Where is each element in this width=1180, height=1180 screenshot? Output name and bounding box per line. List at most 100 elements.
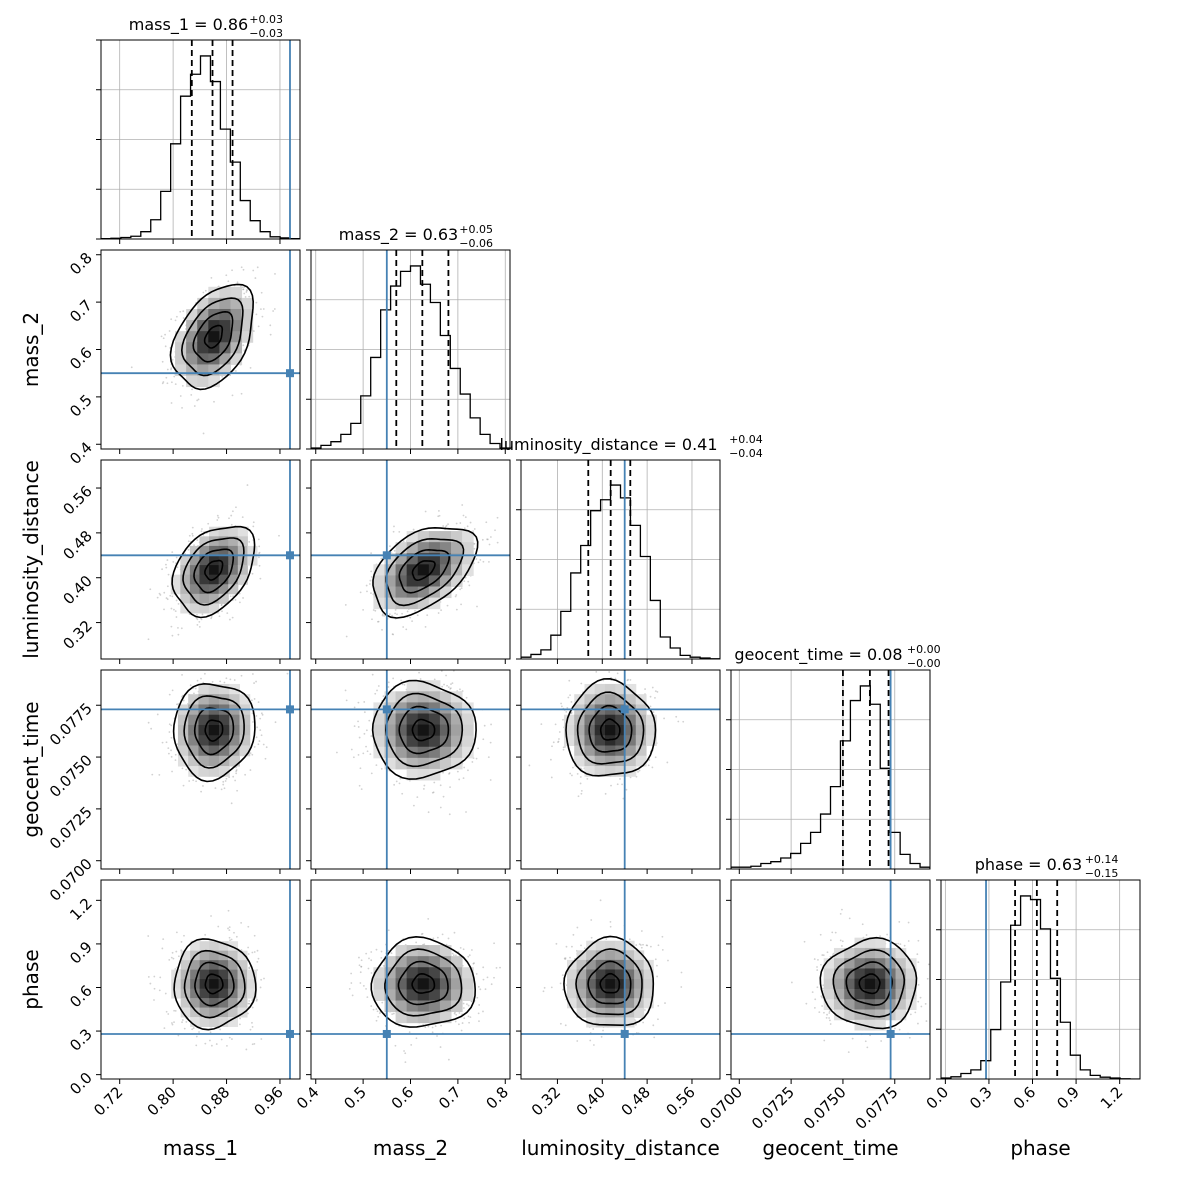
density-cell	[462, 724, 474, 737]
sample-point	[260, 1038, 263, 1040]
sample-point	[187, 540, 190, 543]
title-luminosity_distance: luminosity_distance = 0.41	[499, 435, 717, 455]
sample-point	[437, 612, 440, 614]
sample-point	[606, 664, 608, 666]
density-cell	[373, 724, 385, 737]
sample-point	[586, 777, 589, 780]
density-cell	[417, 531, 430, 543]
sample-point	[198, 620, 201, 623]
sample-point	[257, 325, 260, 328]
sample-point	[174, 759, 177, 762]
density-cell	[625, 714, 637, 726]
sample-point	[654, 756, 657, 759]
sample-point	[223, 787, 226, 790]
panel-mass_2-mass_1	[96, 249, 301, 454]
sample-point	[258, 740, 261, 742]
sample-point	[224, 780, 227, 782]
sample-point	[475, 558, 478, 560]
density-cell	[451, 713, 463, 726]
sample-point	[201, 528, 203, 530]
density-cell	[218, 545, 229, 556]
density-cell	[574, 724, 585, 736]
sample-point	[388, 613, 391, 616]
sample-point	[482, 560, 485, 563]
density-cell	[229, 735, 241, 747]
sample-point	[200, 618, 203, 621]
sample-point	[227, 927, 229, 930]
density-cell	[604, 766, 616, 777]
density-cell	[615, 714, 627, 726]
sample-point	[406, 610, 409, 613]
density-cell	[237, 565, 248, 576]
sample-point	[412, 528, 415, 531]
sample-point	[188, 534, 191, 537]
density-cell	[218, 766, 230, 777]
sample-point	[614, 677, 617, 680]
density-cell	[180, 584, 191, 595]
sample-point	[458, 778, 461, 781]
density-cell	[384, 746, 397, 759]
sample-point	[438, 510, 440, 512]
sample-point	[368, 583, 371, 585]
sample-point	[595, 663, 597, 665]
sample-point	[682, 720, 685, 723]
density-cell	[594, 683, 606, 695]
title-upper-error: +0.04	[729, 433, 763, 446]
sample-point	[166, 559, 169, 561]
density-cell	[604, 694, 616, 705]
sample-point	[191, 388, 193, 391]
sample-point	[209, 1031, 212, 1034]
sample-point	[595, 671, 598, 673]
sample-point	[649, 695, 652, 698]
sample-point	[411, 620, 414, 623]
sample-point	[489, 741, 492, 744]
sample-point	[463, 527, 466, 530]
sample-point	[214, 787, 217, 790]
sample-point	[166, 382, 169, 385]
sample-point	[651, 686, 654, 689]
density-cell	[188, 724, 199, 736]
sample-point	[259, 308, 262, 310]
title-geocent_time: geocent_time = 0.08	[734, 645, 902, 665]
sample-point	[170, 749, 172, 752]
contour-line	[169, 283, 255, 391]
density-cell	[646, 735, 657, 747]
sample-point	[172, 561, 175, 563]
density-cell	[384, 597, 397, 610]
sample-point	[464, 576, 467, 579]
sample-point	[235, 769, 238, 771]
sample-point	[374, 609, 377, 612]
sample-point	[393, 783, 396, 786]
density-cell	[417, 575, 430, 588]
sample-point	[250, 699, 253, 702]
sample-point	[437, 515, 440, 518]
sample-point	[442, 795, 445, 798]
density-cell	[209, 565, 220, 576]
density-cell	[462, 746, 474, 759]
sample-point	[220, 1038, 223, 1041]
histogram-mass_1	[101, 55, 300, 239]
sample-point	[243, 349, 246, 352]
sample-point	[213, 400, 215, 403]
density-cell	[395, 746, 408, 759]
sample-point	[362, 608, 365, 611]
sample-point	[359, 591, 362, 594]
sample-point	[256, 726, 259, 729]
sample-point	[490, 723, 492, 726]
sample-point	[256, 266, 259, 269]
sample-point	[432, 666, 434, 668]
density-cell	[451, 702, 463, 714]
density-cell	[241, 297, 254, 310]
sample-point	[210, 915, 212, 917]
sample-point	[147, 638, 150, 641]
density-cell	[188, 714, 199, 726]
density-cell	[228, 565, 239, 576]
sample-point	[210, 617, 213, 620]
density-cell	[395, 542, 408, 554]
truth-marker	[285, 705, 294, 714]
sample-point	[240, 392, 243, 395]
sample-point	[580, 682, 583, 685]
sample-point	[427, 811, 430, 814]
sample-point	[416, 662, 418, 664]
sample-point	[445, 674, 447, 677]
